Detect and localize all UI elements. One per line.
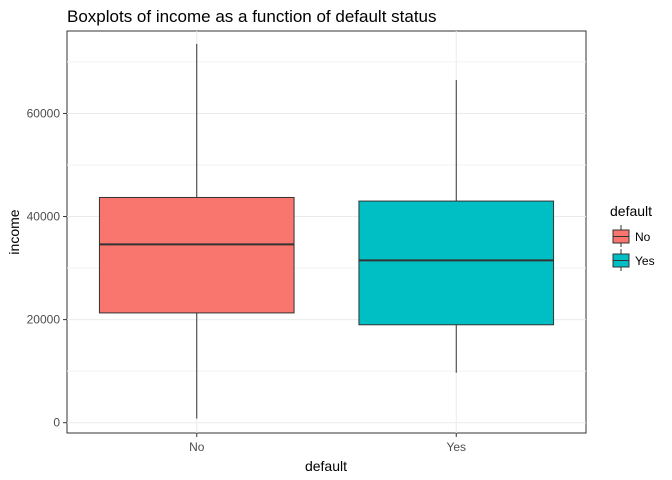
y-tick-label: 60000 [27, 106, 61, 120]
boxes-group [98, 43, 555, 419]
legend-key-no [612, 225, 630, 247]
legend-title: default [610, 203, 652, 219]
x-axis-title: default [305, 458, 347, 474]
y-axis-title: income [6, 209, 22, 254]
x-axis-ticks: No Yes [189, 433, 466, 454]
box-yes [358, 79, 555, 373]
x-tick-label: No [189, 440, 205, 454]
chart-title: Boxplots of income as a function of defa… [67, 7, 437, 26]
interquartile-box [98, 196, 295, 314]
interquartile-box [358, 200, 555, 326]
y-tick-label: 40000 [27, 210, 61, 224]
y-tick-label: 20000 [27, 313, 61, 327]
legend-label: No [635, 230, 651, 244]
legend: default No Yes [610, 203, 655, 271]
x-tick-label: Yes [446, 440, 466, 454]
legend-key-yes [612, 249, 630, 271]
legend-label: Yes [635, 254, 655, 268]
y-tick-label: 0 [53, 416, 60, 430]
box-no [98, 43, 295, 419]
y-axis-ticks: 0 20000 40000 60000 [27, 106, 67, 430]
